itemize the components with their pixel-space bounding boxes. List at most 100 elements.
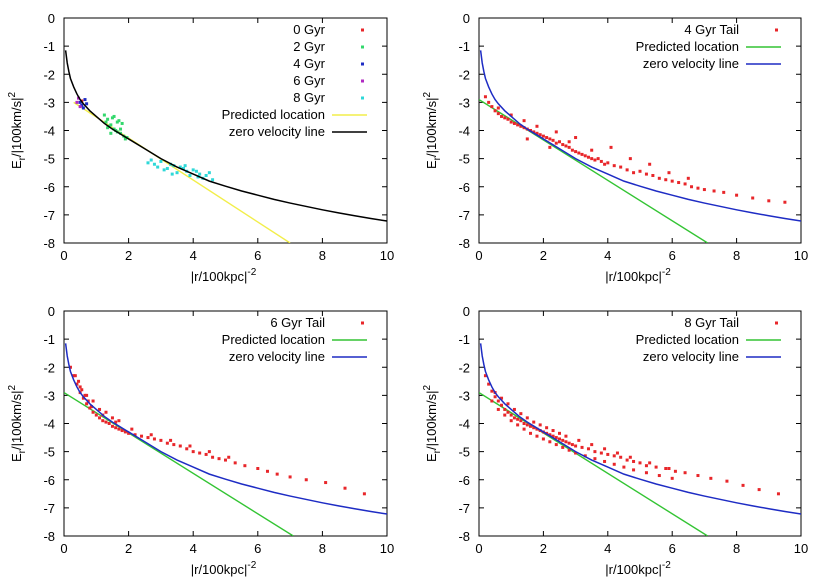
data-point <box>109 123 113 127</box>
data-point <box>519 124 523 128</box>
data-point <box>104 420 108 424</box>
data-point <box>574 444 578 448</box>
data-point <box>548 433 552 437</box>
data-point <box>110 416 114 420</box>
legend: 0 Gyr 2 Gyr 4 Gyr 6 Gyr 8 Gyr Predicted locat… <box>222 22 367 139</box>
data-point <box>159 438 163 442</box>
data-point <box>612 164 616 168</box>
data-point <box>583 154 587 158</box>
data-point <box>80 388 84 392</box>
legend: 4 Gyr Tail Predicted location zero velocit… <box>636 22 781 71</box>
data-point <box>211 178 215 182</box>
data-point <box>204 452 208 456</box>
data-point <box>751 196 755 200</box>
data-point <box>561 445 565 449</box>
data-point <box>599 451 603 455</box>
data-point <box>102 113 106 117</box>
y-tick-label: -1 <box>43 39 55 54</box>
y-tick-label: -1 <box>43 332 55 347</box>
data-point <box>159 159 163 163</box>
data-point <box>243 464 247 468</box>
y-tick-label: -5 <box>43 445 55 460</box>
data-point <box>120 429 124 433</box>
data-point <box>112 127 116 131</box>
data-point <box>586 155 590 159</box>
legend-label: Predicted location <box>222 107 325 122</box>
legend-entry: Predicted location <box>636 332 781 347</box>
y-tick-label: -6 <box>43 180 55 195</box>
data-point <box>590 157 594 161</box>
data-point <box>567 140 571 144</box>
data-point <box>709 476 713 480</box>
data-point <box>304 478 308 482</box>
plot-area <box>479 343 801 536</box>
data-point <box>72 374 76 378</box>
data-point <box>567 145 571 149</box>
data-point <box>120 121 124 125</box>
y-axis-label-units: /|100km/s| <box>9 391 24 451</box>
data-point <box>109 131 113 135</box>
x-tick-label: 10 <box>794 541 808 556</box>
data-point <box>670 476 674 480</box>
data-point <box>522 427 526 431</box>
legend-entry: zero velocity line <box>229 349 367 364</box>
data-point <box>152 162 156 166</box>
data-point <box>188 174 192 177</box>
data-point <box>85 102 89 106</box>
data-point <box>500 114 504 118</box>
x-axis-label: |r/100kpc|-2 <box>605 560 671 577</box>
y-tick-label: -2 <box>43 360 55 375</box>
y-tick-label: -8 <box>458 236 470 251</box>
legend-entry: 6 Gyr Tail <box>270 315 364 330</box>
data-point <box>548 137 552 141</box>
y-tick-label: -7 <box>43 501 55 516</box>
x-axis-label: |r/100kpc|-2 <box>191 560 257 577</box>
data-point <box>98 407 102 411</box>
data-point <box>509 419 513 423</box>
data-point <box>625 458 629 462</box>
y-axis-label: Er/|100km/s|2 <box>7 385 28 463</box>
x-tick-label: 0 <box>475 248 482 263</box>
data-point <box>500 403 504 407</box>
data-point <box>156 165 160 169</box>
data-point <box>85 402 89 406</box>
data-point <box>117 119 121 123</box>
x-axis-label-exponent: -2 <box>662 267 671 278</box>
data-point <box>651 174 655 177</box>
y-axis-label: Er/|100km/s|2 <box>422 92 443 170</box>
data-point <box>593 158 597 162</box>
data-point <box>596 157 600 161</box>
y-axis-label-exponent: 2 <box>7 92 18 98</box>
data-point <box>191 450 195 454</box>
legend-entry: 8 Gyr Tail <box>684 315 778 330</box>
y-tick-label: 0 <box>463 304 470 319</box>
data-point <box>538 423 542 427</box>
data-point <box>606 161 610 165</box>
data-point <box>78 100 82 104</box>
data-point <box>644 172 648 176</box>
data-point <box>603 447 607 451</box>
data-point <box>91 410 95 414</box>
x-axis-label-base: |r/100kpc| <box>191 269 248 284</box>
y-axis-label-units: /|100km/s| <box>424 98 439 158</box>
data-point <box>123 430 127 434</box>
data-point <box>638 169 642 173</box>
predicted-location-line <box>479 98 708 243</box>
data-point <box>783 200 787 204</box>
data-point <box>198 172 202 176</box>
y-tick-label: -7 <box>458 208 470 223</box>
data-point <box>541 134 545 138</box>
data-point <box>538 133 542 137</box>
y-tick-label: -4 <box>458 124 470 139</box>
data-point <box>130 427 134 431</box>
x-tick-label: 2 <box>540 248 547 263</box>
data-point <box>570 443 574 447</box>
legend-label: 8 Gyr Tail <box>684 315 739 330</box>
data-point <box>88 406 92 410</box>
data-point <box>615 451 619 455</box>
zero-velocity-line <box>479 343 801 515</box>
data-point <box>183 164 187 168</box>
y-tick-label: -3 <box>43 388 55 403</box>
x-axis-label-base: |r/100kpc| <box>605 562 662 577</box>
legend-label: 2 Gyr <box>293 39 325 54</box>
